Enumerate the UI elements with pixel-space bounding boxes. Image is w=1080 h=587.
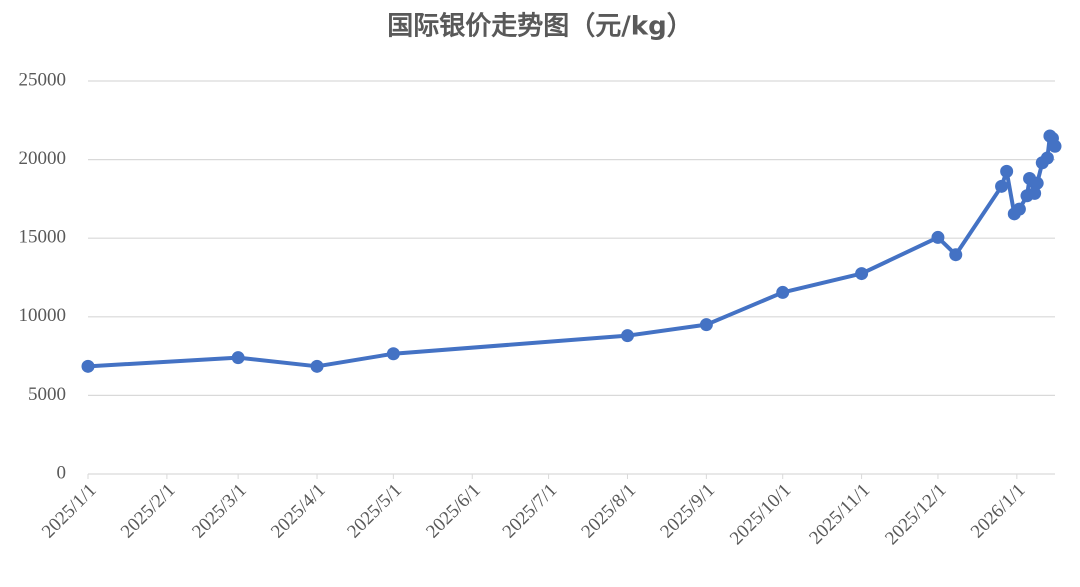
point [931,230,945,244]
line [87,134,1057,369]
y-tick-label: 0 [57,462,67,483]
point [1030,176,1044,190]
point [231,351,245,365]
point [1048,139,1062,153]
x-tick-label: 2026/1/1 [967,480,1030,543]
x-tick-label: 2025/1/1 [38,480,101,543]
point [386,347,400,361]
y-tick-label: 25000 [19,69,67,90]
x-tick-label: 2025/10/1 [726,480,795,549]
x-tick-label: 2025/12/1 [881,480,950,549]
x-tick-label: 2025/7/1 [499,480,562,543]
point [995,179,1009,193]
x-tick-label: 2025/2/1 [117,480,180,543]
point [1000,164,1014,178]
y-tick-label: 20000 [19,148,67,169]
point [1012,202,1026,216]
y-tick-label: 5000 [28,384,66,405]
x-tick-label: 2025/4/1 [267,480,330,543]
point [855,267,869,281]
point [1040,151,1054,165]
point [949,248,963,262]
x-tick-label: 2025/6/1 [422,480,485,543]
point [81,359,95,373]
y-tick-label: 10000 [19,305,67,326]
x-tick-label: 2025/5/1 [343,480,406,543]
x-tick-label: 2025/3/1 [188,480,251,543]
point [310,359,324,373]
x-tick-label: 2025/8/1 [577,480,640,543]
chart-title: 国际银价走势图（元/kg） [387,12,692,42]
x-tick-label: 2025/9/1 [656,480,719,543]
point [776,285,790,299]
point [699,318,713,332]
x-tick-label: 2025/11/1 [805,480,874,549]
y-tick-label: 15000 [19,227,67,248]
point [1028,186,1042,200]
point [620,329,634,343]
